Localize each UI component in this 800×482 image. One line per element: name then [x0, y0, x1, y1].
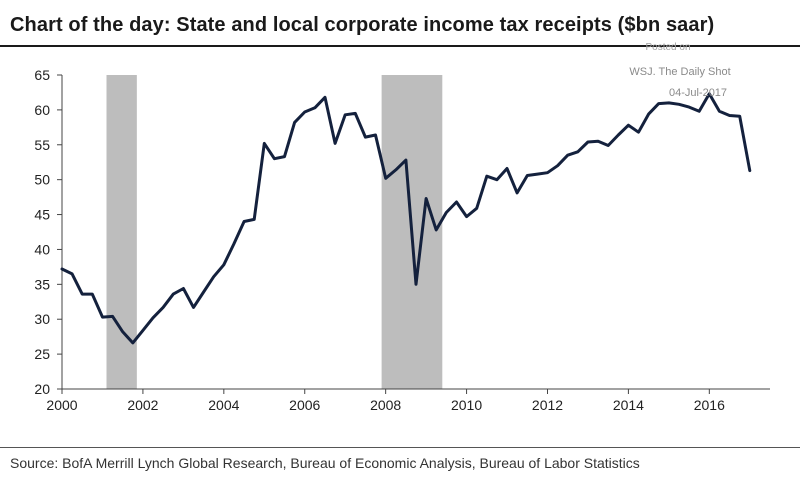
y-tick-label: 30: [34, 311, 50, 327]
y-tick-label: 60: [34, 102, 50, 118]
y-tick-label: 65: [34, 67, 50, 83]
y-tick-label: 50: [34, 172, 50, 188]
y-tick-label: 20: [34, 381, 50, 397]
tick-labels: 20 25 30 35 40 45 50 55 60 65 2000 2002 2004 2006 2008…: [34, 67, 725, 413]
watermark-line-3: 04-Jul-2017: [669, 87, 727, 99]
x-tick-label: 2008: [370, 397, 401, 413]
y-tick-label: 35: [34, 276, 50, 292]
x-tick-label: 2006: [289, 397, 320, 413]
y-tick-label: 45: [34, 207, 50, 223]
x-tick-label: 2012: [532, 397, 563, 413]
chart-title: Chart of the day: State and local corpor…: [10, 14, 715, 36]
y-tick-label: 40: [34, 241, 50, 257]
watermark-line-1: Posted on: [645, 42, 690, 53]
x-tick-label: 2016: [694, 397, 725, 413]
x-tick-label: 2000: [46, 397, 77, 413]
x-tick-label: 2002: [127, 397, 158, 413]
title-divider: [0, 45, 800, 47]
source-note: Source: BofA Merrill Lynch Global Resear…: [10, 455, 640, 471]
series: [60, 92, 752, 345]
watermark: Posted on WSJ. The Daily Shot 04-Jul-201…: [629, 42, 730, 99]
recession-shading: [106, 75, 443, 389]
series-line-1: [60, 92, 752, 345]
x-tick-label: 2014: [613, 397, 644, 413]
y-tick-label: 25: [34, 346, 50, 362]
y-tick-label: 55: [34, 137, 50, 153]
recession-band-1: [106, 75, 137, 389]
axes: [57, 74, 770, 394]
x-tick-label: 2004: [208, 397, 239, 413]
watermark-line-2: WSJ. The Daily Shot: [629, 66, 730, 78]
x-tick-label: 2010: [451, 397, 482, 413]
source-divider: [0, 447, 800, 448]
